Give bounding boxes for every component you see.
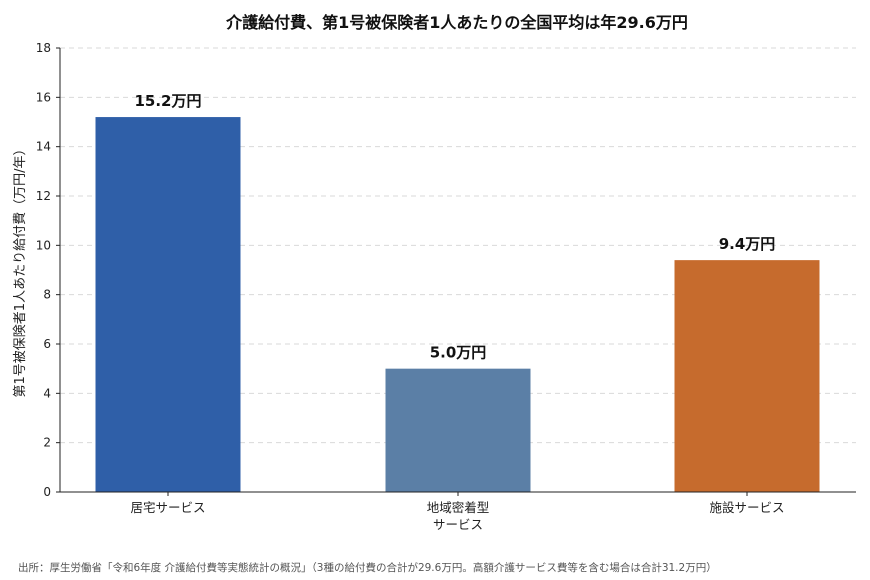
y-tick-label: 8 — [43, 288, 51, 302]
y-tick-label: 16 — [36, 90, 51, 104]
y-tick-label: 14 — [36, 140, 51, 154]
bar — [674, 260, 820, 492]
x-category-label: 居宅サービス — [130, 500, 205, 515]
y-axis-ticks: 0 2 4 6 8 10 12 14 16 18 — [36, 41, 60, 499]
x-category-label: 地域密着型 — [427, 500, 490, 515]
bar-value-label: 15.2万円 — [134, 92, 201, 110]
y-tick-label: 4 — [43, 386, 51, 400]
y-tick-label: 18 — [36, 41, 51, 55]
y-axis-label: 第1号被保険者1人あたり給付費（万円/年） — [13, 143, 28, 398]
y-tick-label: 6 — [43, 337, 51, 351]
source-note: 出所：厚生労働省「令和6年度 介護給付費等実態統計の概況」（3種の給付費の合計が… — [18, 561, 717, 574]
x-category-label: サービス — [433, 517, 483, 532]
bar-value-label: 5.0万円 — [430, 344, 487, 362]
y-tick-label: 10 — [36, 238, 51, 252]
bar-value-label: 9.4万円 — [719, 235, 776, 253]
x-category-label: 施設サービス — [709, 500, 784, 515]
bar — [95, 117, 241, 493]
y-tick-label: 12 — [36, 189, 51, 203]
data-labels: 15.2万円 5.0万円 9.4万円 — [134, 92, 775, 362]
y-tick-label: 0 — [43, 485, 51, 499]
bars — [95, 117, 820, 493]
y-tick-label: 2 — [43, 436, 51, 450]
bar — [385, 368, 531, 492]
chart-title: 介護給付費、第1号被保険者1人あたりの全国平均は年29.6万円 — [225, 13, 688, 32]
